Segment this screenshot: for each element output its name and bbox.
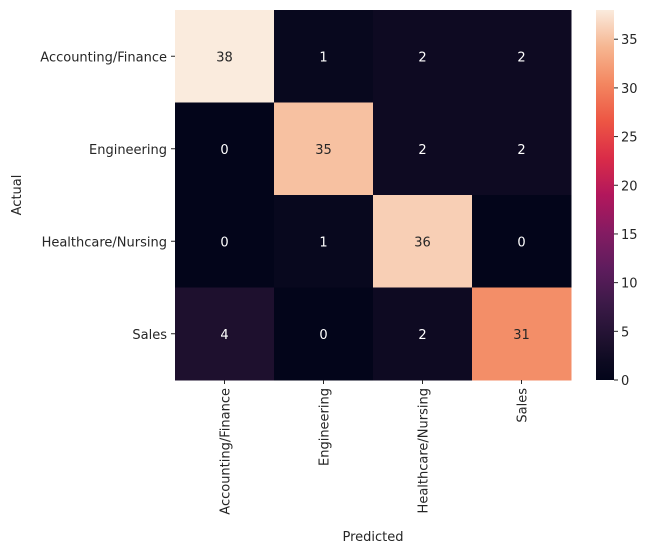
- colorbar: [596, 10, 614, 380]
- colorbar-tick-label: 5: [621, 325, 629, 340]
- heatmap-cell: [274, 287, 374, 381]
- y-tick-label: Sales: [132, 328, 167, 343]
- cell-value-label: 35: [315, 143, 332, 158]
- cell-value-label: 4: [220, 328, 228, 343]
- colorbar-tick-label: 10: [621, 277, 638, 292]
- cell-value-label: 1: [319, 235, 327, 250]
- x-tick-label: Engineering: [318, 388, 333, 466]
- cell-annotations: 38 1 2 2 0 35 2 2 0 1 36 0 4 0 2 31: [216, 50, 530, 343]
- colorbar-tick-label: 15: [621, 228, 638, 243]
- heatmap-cells: [175, 10, 572, 381]
- cell-value-label: 31: [513, 328, 530, 343]
- cell-value-label: 38: [216, 50, 233, 65]
- x-tick-label: Accounting/Finance: [219, 388, 234, 515]
- colorbar-tick-label: 35: [621, 33, 638, 48]
- cell-value-label: 1: [319, 50, 327, 65]
- cell-value-label: 2: [517, 143, 525, 158]
- cell-value-label: 2: [517, 50, 525, 65]
- cell-value-label: 36: [414, 235, 431, 250]
- y-axis-label: Actual: [10, 175, 25, 216]
- heatmap-cell: [373, 287, 473, 381]
- cell-value-label: 2: [418, 143, 426, 158]
- colorbar-tick-label: 20: [621, 179, 638, 194]
- heatmap-cell: [472, 10, 572, 103]
- cell-value-label: 2: [418, 328, 426, 343]
- colorbar-tick-label: 0: [621, 374, 629, 389]
- heatmap-cell: [472, 195, 572, 288]
- heatmap-cell: [274, 10, 374, 103]
- heatmap-cell: [175, 195, 275, 288]
- heatmap-cell: [373, 10, 473, 103]
- y-tick-label: Engineering: [89, 143, 167, 158]
- colorbar-tick-label: 30: [621, 82, 638, 97]
- y-axis-ticks: Accounting/Finance Engineering Healthcare/…: [40, 50, 175, 343]
- x-axis-label: Predicted: [342, 530, 403, 545]
- heatmap-cell: [472, 287, 572, 381]
- heatmap-cell: [175, 102, 275, 196]
- heatmap-cell: [274, 195, 374, 288]
- cell-value-label: 0: [220, 235, 228, 250]
- heatmap-cell: [373, 102, 473, 196]
- heatmap-cell: [175, 10, 275, 103]
- heatmap-cell: [175, 287, 275, 381]
- colorbar-ticks: 0 5 10 15 20 25 30 35: [614, 33, 638, 389]
- cell-value-label: 0: [319, 328, 327, 343]
- y-tick-label: Accounting/Finance: [40, 50, 167, 65]
- x-tick-label: Sales: [516, 388, 531, 423]
- x-axis-ticks: Accounting/Finance Engineering Healthcare/…: [219, 380, 531, 515]
- heatmap-cell: [472, 102, 572, 196]
- cell-value-label: 0: [220, 143, 228, 158]
- y-tick-label: Healthcare/Nursing: [42, 235, 167, 250]
- x-tick-label: Healthcare/Nursing: [417, 388, 432, 513]
- colorbar-tick-label: 25: [621, 131, 638, 146]
- cell-value-label: 0: [517, 235, 525, 250]
- heatmap-cell: [274, 102, 374, 196]
- cell-value-label: 2: [418, 50, 426, 65]
- heatmap-cell: [373, 195, 473, 288]
